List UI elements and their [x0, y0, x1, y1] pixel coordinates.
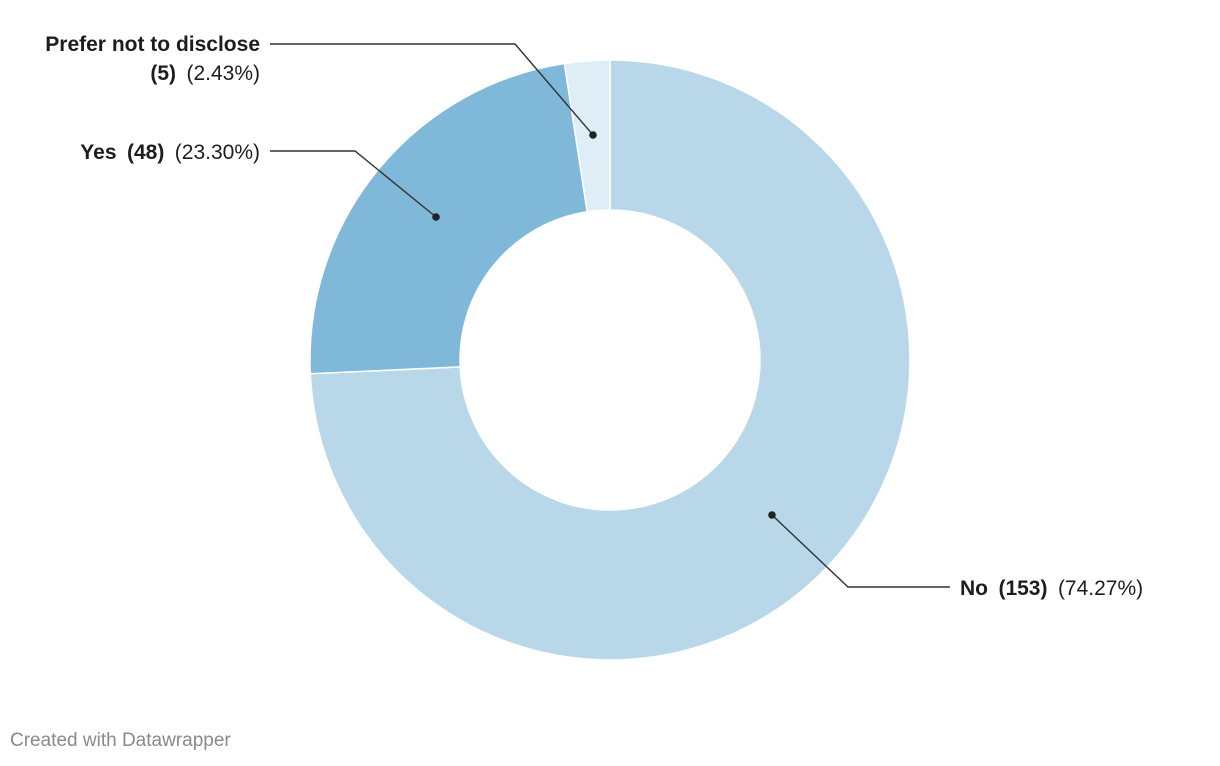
leader-line-no: [771, 514, 950, 588]
attribution-footer: Created with Datawrapper: [10, 730, 231, 751]
slice-label-prefer-not-name: Prefer not to disclose: [45, 33, 260, 56]
slice-label-no: No (153) (74.27%): [768, 511, 1143, 600]
slice-label-prefer-not-count: (5): [150, 62, 176, 85]
leader-dot-yes: [432, 213, 440, 221]
slice-label-no-name: No: [960, 577, 988, 600]
leader-dot-prefer-not: [589, 131, 597, 139]
leader-line-yes: [270, 150, 437, 218]
slice-yes: [309, 62, 589, 375]
svg-text:No (153) (74.27%): No (153) (74.27%): [960, 577, 1143, 600]
svg-text:Yes (48) (23.30%): Yes (48) (23.30%): [80, 141, 260, 164]
slice-label-prefer-not: Prefer not to disclose (5) (2.43%): [45, 33, 597, 139]
slice-label-yes: Yes (48) (23.30%): [80, 141, 440, 221]
leader-dot-no: [768, 511, 776, 519]
slice-no: [309, 59, 911, 661]
slice-label-no-percent: (74.27%): [1058, 577, 1143, 600]
svg-text:(5) (2.43%): (5) (2.43%): [150, 62, 260, 85]
slice-label-prefer-not-percent: (2.43%): [186, 62, 260, 85]
svg-text:Prefer not to disclose: Prefer not to disclose: [45, 33, 260, 56]
slice-label-yes-count: (48): [127, 141, 164, 164]
slice-label-yes-percent: (23.30%): [175, 141, 260, 164]
slice-label-yes-name: Yes: [80, 141, 116, 164]
donut-slices: [309, 59, 911, 661]
slice-prefer-not: [563, 59, 611, 213]
leader-line-prefer-not: [270, 43, 594, 136]
slice-label-no-count: (153): [998, 577, 1047, 600]
